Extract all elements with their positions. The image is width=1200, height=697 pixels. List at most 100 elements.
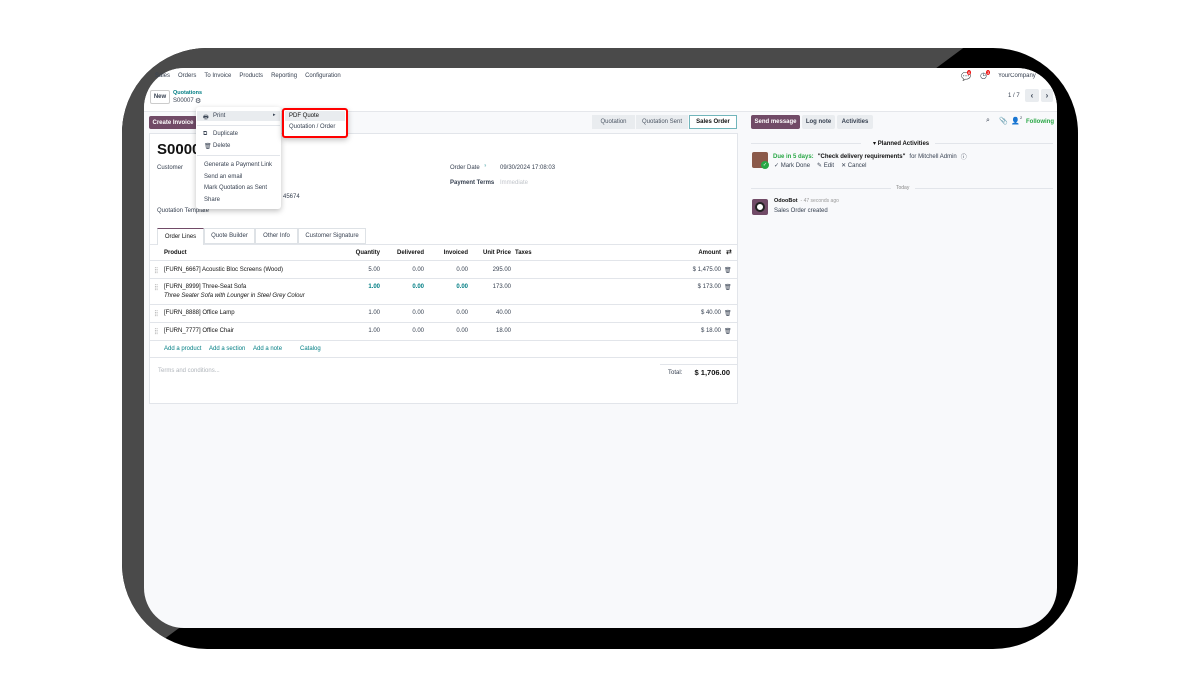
payment-terms-field[interactable]: Immediate <box>500 180 529 186</box>
activity-actions: ✓ Mark Done ✎ Edit ✕ Cancel <box>774 162 866 169</box>
breadcrumb-quotations[interactable]: Quotations <box>173 90 203 96</box>
status-quotation[interactable]: Quotation <box>592 115 635 129</box>
menu-item-print[interactable] <box>197 111 280 121</box>
tab-quote-builder[interactable]: Quote Builder <box>204 228 255 244</box>
pager-next-button[interactable]: › <box>1041 89 1053 102</box>
trash-icon[interactable]: 🗑 <box>724 311 732 317</box>
line-delivered[interactable]: 0.00 <box>412 284 424 290</box>
activity-summary: "Check delivery requirements" <box>817 153 906 160</box>
line-unit-price[interactable]: 295.00 <box>492 267 511 273</box>
drag-handle-icon[interactable]: ⣿ <box>154 311 159 317</box>
tab-order-lines[interactable]: Order Lines <box>157 228 204 245</box>
column-settings-icon[interactable]: ⇄ <box>726 249 732 256</box>
menu-item-duplicate[interactable]: Duplicate <box>213 131 239 137</box>
line-product[interactable]: [FURN_6667] Acoustic Bloc Screens (Wood) <box>164 267 283 273</box>
line-quantity[interactable]: 1.00 <box>368 284 380 290</box>
menu-item-quotation-order[interactable]: Quotation / Order <box>289 124 336 130</box>
status-sales-order[interactable]: Sales Order <box>689 115 737 129</box>
line-unit-price[interactable]: 173.00 <box>492 284 511 290</box>
nav-orders[interactable]: Orders <box>178 73 197 79</box>
cancel-label: Cancel <box>847 163 867 169</box>
add-note-link[interactable]: Add a note <box>253 346 283 352</box>
drag-handle-icon[interactable]: ⣿ <box>154 268 159 274</box>
drag-handle-icon[interactable]: ⣿ <box>154 329 159 335</box>
line-unit-price[interactable]: 18.00 <box>495 328 511 334</box>
line-product[interactable]: [FURN_8888] Office Lamp <box>164 310 235 316</box>
nav-reporting[interactable]: Reporting <box>271 73 298 79</box>
record-name: S00007 <box>173 98 194 104</box>
col-taxes[interactable]: Taxes <box>515 250 532 256</box>
log-note-button[interactable]: Log note <box>802 115 835 129</box>
nav-to-invoice[interactable]: To Invoice <box>204 73 232 79</box>
followers-count: 2 <box>1020 115 1023 120</box>
chat-badge: 6 <box>967 70 972 75</box>
col-invoiced[interactable]: Invoiced <box>443 250 468 256</box>
new-button[interactable]: New <box>150 90 170 104</box>
status-quotation-sent[interactable]: Quotation Sent <box>636 115 688 129</box>
trash-icon[interactable]: 🗑 <box>724 329 732 335</box>
edit-button[interactable]: ✎ Edit <box>817 163 835 169</box>
payment-terms-label: Payment Terms <box>450 180 495 186</box>
line-invoiced: 0.00 <box>456 284 468 290</box>
line-delivered[interactable]: 0.00 <box>412 267 424 273</box>
menu-item-send-email[interactable]: Send an email <box>204 174 243 180</box>
order-date-field[interactable]: 09/30/2024 17:08:03 <box>500 165 556 171</box>
paperclip-icon[interactable]: 📎 <box>999 118 1008 125</box>
menu-item-share[interactable]: Share <box>204 197 221 203</box>
cancel-button[interactable]: ✕ Cancel <box>841 163 867 169</box>
line-delivered[interactable]: 0.00 <box>412 328 424 334</box>
menu-item-pdf-quote[interactable] <box>285 111 345 121</box>
check-icon: ✓ <box>761 161 769 169</box>
col-quantity[interactable]: Quantity <box>355 250 380 256</box>
catalog-link[interactable]: Catalog <box>300 346 321 352</box>
nav-products[interactable]: Products <box>239 73 264 79</box>
trash-icon[interactable]: 🗑 <box>724 268 732 274</box>
tab-other-info[interactable]: Other Info <box>255 228 298 244</box>
nav-sales[interactable]: Sales <box>155 73 171 79</box>
page-title: S0000 <box>157 141 201 158</box>
nav-configuration[interactable]: Configuration <box>305 73 341 79</box>
create-invoice-button[interactable]: Create Invoice <box>149 116 197 129</box>
chat-icon[interactable]: 💬 <box>961 72 971 81</box>
send-message-button[interactable]: Send message <box>751 115 800 129</box>
trash-icon: 🗑 <box>204 144 212 150</box>
line-delivered[interactable]: 0.00 <box>412 310 424 316</box>
activity-assignee: for Mitchell Admin <box>909 153 957 160</box>
search-icon[interactable]: ⌕ <box>986 117 990 124</box>
info-icon[interactable]: ⓘ <box>960 155 967 161</box>
line-product[interactable]: [FURN_8999] Three-Seat Sofa <box>164 284 247 290</box>
line-unit-price[interactable]: 40.00 <box>495 310 511 316</box>
col-product[interactable]: Product <box>164 250 187 256</box>
company-switcher[interactable]: YourCompany <box>998 73 1036 79</box>
message-time: - 47 seconds ago <box>800 198 839 204</box>
add-product-link[interactable]: Add a product <box>164 346 202 352</box>
col-unit-price[interactable]: Unit Price <box>482 250 511 256</box>
tab-customer-signature[interactable]: Customer Signature <box>298 228 366 244</box>
mark-done-button[interactable]: ✓ Mark Done <box>774 163 811 169</box>
activities-button[interactable]: Activities <box>837 115 873 129</box>
followers-icon[interactable]: 👤 <box>1011 118 1020 125</box>
drag-handle-icon[interactable]: ⣿ <box>154 285 159 291</box>
line-product[interactable]: [FURN_7777] Office Chair <box>164 328 234 334</box>
menu-item-delete[interactable]: Delete <box>213 143 231 149</box>
col-delivered[interactable]: Delivered <box>396 250 424 256</box>
add-section-link[interactable]: Add a section <box>209 346 246 352</box>
message-author[interactable]: OdooBot <box>774 198 798 204</box>
print-label: Print <box>213 113 226 119</box>
terms-field[interactable]: Terms and conditions... <box>158 368 220 374</box>
clock-icon[interactable]: ◷ <box>980 71 987 80</box>
caret-right-icon: ▸ <box>273 112 276 118</box>
trash-icon[interactable]: 🗑 <box>724 285 732 291</box>
menu-item-mark-sent[interactable]: Mark Quotation as Sent <box>204 185 268 191</box>
pager-prev-button[interactable]: ‹ <box>1025 89 1039 102</box>
gear-icon[interactable]: ⚙ <box>195 98 202 105</box>
line-quantity[interactable]: 5.00 <box>368 267 380 273</box>
menu-item-generate-link[interactable]: Generate a Payment Link <box>204 162 273 168</box>
quotation-template-label: Quotation Template <box>157 208 209 214</box>
planned-activities-toggle[interactable]: ▾ Planned Activities <box>873 141 930 147</box>
col-amount[interactable]: Amount <box>698 250 721 256</box>
following-button[interactable]: Following <box>1026 119 1054 125</box>
line-quantity[interactable]: 1.00 <box>368 310 380 316</box>
activity-badge: 3 <box>986 70 991 75</box>
line-quantity[interactable]: 1.00 <box>368 328 380 334</box>
